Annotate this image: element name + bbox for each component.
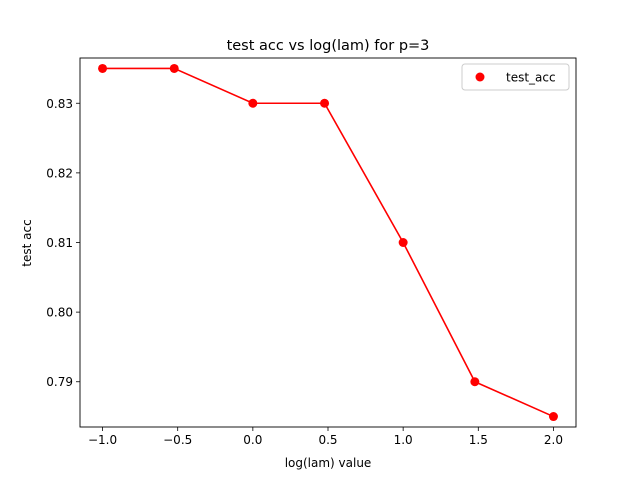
y-axis-label: test acc: [20, 219, 34, 266]
data-point: [470, 377, 480, 387]
y-tick-label: 0.83: [46, 97, 73, 111]
y-tick-label: 0.81: [46, 236, 73, 250]
y-tick-label: 0.82: [46, 166, 73, 180]
axes-frame: [79, 57, 577, 428]
chart-title: test acc vs log(lam) for p=3: [227, 38, 430, 54]
legend: test_acc: [461, 63, 570, 91]
x-tick-label: 1.5: [469, 433, 488, 447]
x-tick-label: 2.0: [544, 433, 563, 447]
x-axis-label: log(lam) value: [285, 456, 372, 470]
x-tick-label: 0.5: [318, 433, 337, 447]
data-point: [98, 63, 108, 73]
data-point: [169, 63, 179, 73]
data-point: [548, 412, 558, 422]
x-tick-label: −0.5: [163, 433, 192, 447]
x-tick-label: −1.0: [88, 433, 117, 447]
plot-area: −1.0 −0.5 0.0 0.5 1.0 1.5 2.0 0.79 0.80 0.81 0.82 0…: [46, 57, 577, 447]
data-point: [398, 238, 408, 247]
legend-box: [461, 63, 570, 91]
legend-marker: [475, 72, 485, 82]
y-tick-label: 0.79: [46, 375, 73, 389]
x-tick-label: 1.0: [394, 433, 413, 447]
data-point: [320, 98, 330, 108]
legend-label: test_acc: [506, 71, 556, 85]
data-point: [248, 98, 258, 108]
y-tick-label: 0.80: [46, 306, 73, 320]
x-tick-label: 0.0: [243, 433, 262, 447]
